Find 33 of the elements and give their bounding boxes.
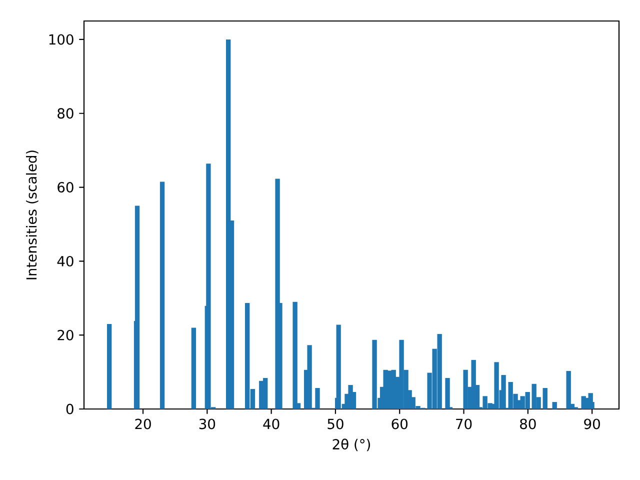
bar bbox=[307, 345, 312, 409]
x-tick-label: 40 bbox=[263, 418, 280, 430]
y-tick-label: 60 bbox=[58, 182, 74, 193]
bar bbox=[501, 375, 506, 409]
x-tick-label: 30 bbox=[199, 418, 216, 430]
bar bbox=[471, 360, 476, 409]
x-axis-title: 2θ (°) bbox=[332, 438, 370, 452]
x-tick-label: 90 bbox=[584, 418, 600, 430]
bar bbox=[263, 378, 268, 409]
y-tick-label: 20 bbox=[58, 330, 74, 340]
bar bbox=[191, 328, 196, 409]
y-tick-label: 40 bbox=[57, 256, 74, 266]
x-tick-label: 50 bbox=[328, 418, 344, 430]
bar bbox=[315, 388, 320, 409]
bar bbox=[372, 340, 377, 409]
x-tick-label: 80 bbox=[520, 418, 536, 430]
bar bbox=[160, 182, 165, 409]
x-tick-label: 20 bbox=[135, 418, 151, 430]
y-tick-label: 0 bbox=[66, 404, 74, 414]
x-tick-label: 70 bbox=[456, 418, 472, 430]
bar bbox=[566, 370, 571, 409]
bar bbox=[552, 402, 557, 409]
y-axis-title: Intensities (scaled) bbox=[26, 150, 38, 280]
y-tick-label: 100 bbox=[49, 34, 74, 45]
x-tick-label: 60 bbox=[392, 418, 408, 430]
bar bbox=[336, 324, 341, 409]
bar bbox=[463, 370, 468, 409]
y-tick-label: 80 bbox=[58, 108, 74, 119]
bar bbox=[542, 388, 548, 409]
bar bbox=[292, 302, 298, 409]
bar bbox=[134, 206, 140, 409]
bar bbox=[445, 378, 450, 409]
bar bbox=[107, 324, 112, 409]
